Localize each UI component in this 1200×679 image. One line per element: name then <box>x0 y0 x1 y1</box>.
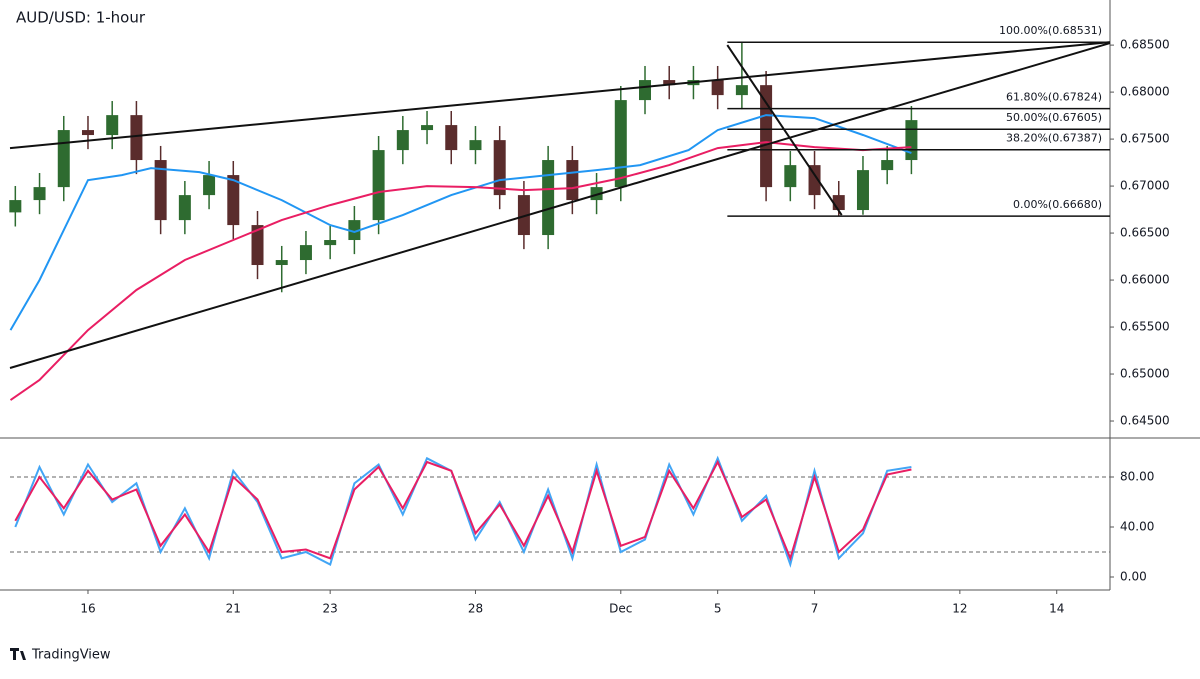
candle-body <box>542 160 555 236</box>
y-tick-label: 0.64500 <box>1120 414 1170 428</box>
y-tick-label: 0.00 <box>1120 570 1147 584</box>
candle-body <box>784 165 797 188</box>
candle-body <box>9 200 22 213</box>
y-tick-label: 0.67000 <box>1120 179 1170 193</box>
y-tick-label: 0.67500 <box>1120 132 1170 146</box>
candle-body <box>760 85 773 188</box>
y-tick-label: 0.68500 <box>1120 38 1170 52</box>
oscillator-line <box>14 459 912 562</box>
candle-body <box>154 160 167 221</box>
candle-body <box>517 195 530 236</box>
candle-body <box>856 170 869 211</box>
candle-body <box>251 225 264 266</box>
y-tick-label: 40.00 <box>1120 520 1154 534</box>
trend-line <box>9 41 1111 150</box>
candle-body <box>639 80 652 101</box>
candle-body <box>808 165 821 196</box>
candle-body <box>396 130 409 151</box>
candle-body <box>663 80 676 86</box>
footer-brand: TradingView <box>31 648 111 663</box>
fib-label: 38.20%(0.67387) <box>1006 132 1102 145</box>
candle-body <box>832 195 845 211</box>
candle-body <box>881 160 894 171</box>
x-tick-label: 7 <box>811 602 819 616</box>
y-tick-label: 0.66500 <box>1120 226 1170 240</box>
fib-label: 61.80%(0.67824) <box>1006 91 1102 104</box>
candle-body <box>348 220 361 241</box>
x-tick-label: 16 <box>80 602 95 616</box>
x-tick-label: 12 <box>952 602 967 616</box>
tradingview-logo <box>10 648 26 660</box>
moving-average <box>9 114 912 331</box>
candle-body <box>324 240 337 246</box>
y-tick-label: 0.66000 <box>1120 273 1170 287</box>
candle-body <box>493 140 506 196</box>
candle-body <box>590 187 603 201</box>
fib-label: 0.00%(0.66680) <box>1013 198 1102 211</box>
x-tick-label: 21 <box>226 602 241 616</box>
candle-body <box>81 130 94 136</box>
candle-body <box>735 85 748 96</box>
candle-body <box>130 115 143 161</box>
moving-average <box>9 141 912 401</box>
candle-body <box>469 140 482 151</box>
oscillator-line <box>14 455 912 568</box>
candle-body <box>33 187 46 201</box>
x-tick-label: 23 <box>323 602 338 616</box>
trend-line <box>9 42 1111 369</box>
x-tick-label: Dec <box>609 602 632 616</box>
trend-line <box>726 44 843 216</box>
candle-body <box>299 245 312 261</box>
fib-label: 50.00%(0.67605) <box>1006 111 1102 124</box>
candle-body <box>178 195 191 221</box>
candle-body <box>445 125 458 151</box>
x-tick-label: 5 <box>714 602 722 616</box>
candle-body <box>711 80 724 96</box>
y-tick-label: 0.68000 <box>1120 85 1170 99</box>
y-tick-label: 0.65500 <box>1120 320 1170 334</box>
fib-label: 100.00%(0.68531) <box>999 24 1102 37</box>
y-tick-label: 0.65000 <box>1120 367 1170 381</box>
candle-body <box>57 130 70 188</box>
y-tick-label: 80.00 <box>1120 470 1154 484</box>
candle-body <box>203 175 216 196</box>
candle-body <box>372 150 385 221</box>
candle-body <box>227 175 240 226</box>
candle-body <box>614 100 627 188</box>
x-tick-label: 14 <box>1049 602 1064 616</box>
candle-body <box>421 125 434 131</box>
candle-body <box>905 120 918 161</box>
x-tick-label: 28 <box>468 602 483 616</box>
candle-body <box>106 115 119 136</box>
candle-body <box>275 260 288 266</box>
chart-title: AUD/USD: 1-hour <box>16 9 146 27</box>
candle-body <box>566 160 579 201</box>
